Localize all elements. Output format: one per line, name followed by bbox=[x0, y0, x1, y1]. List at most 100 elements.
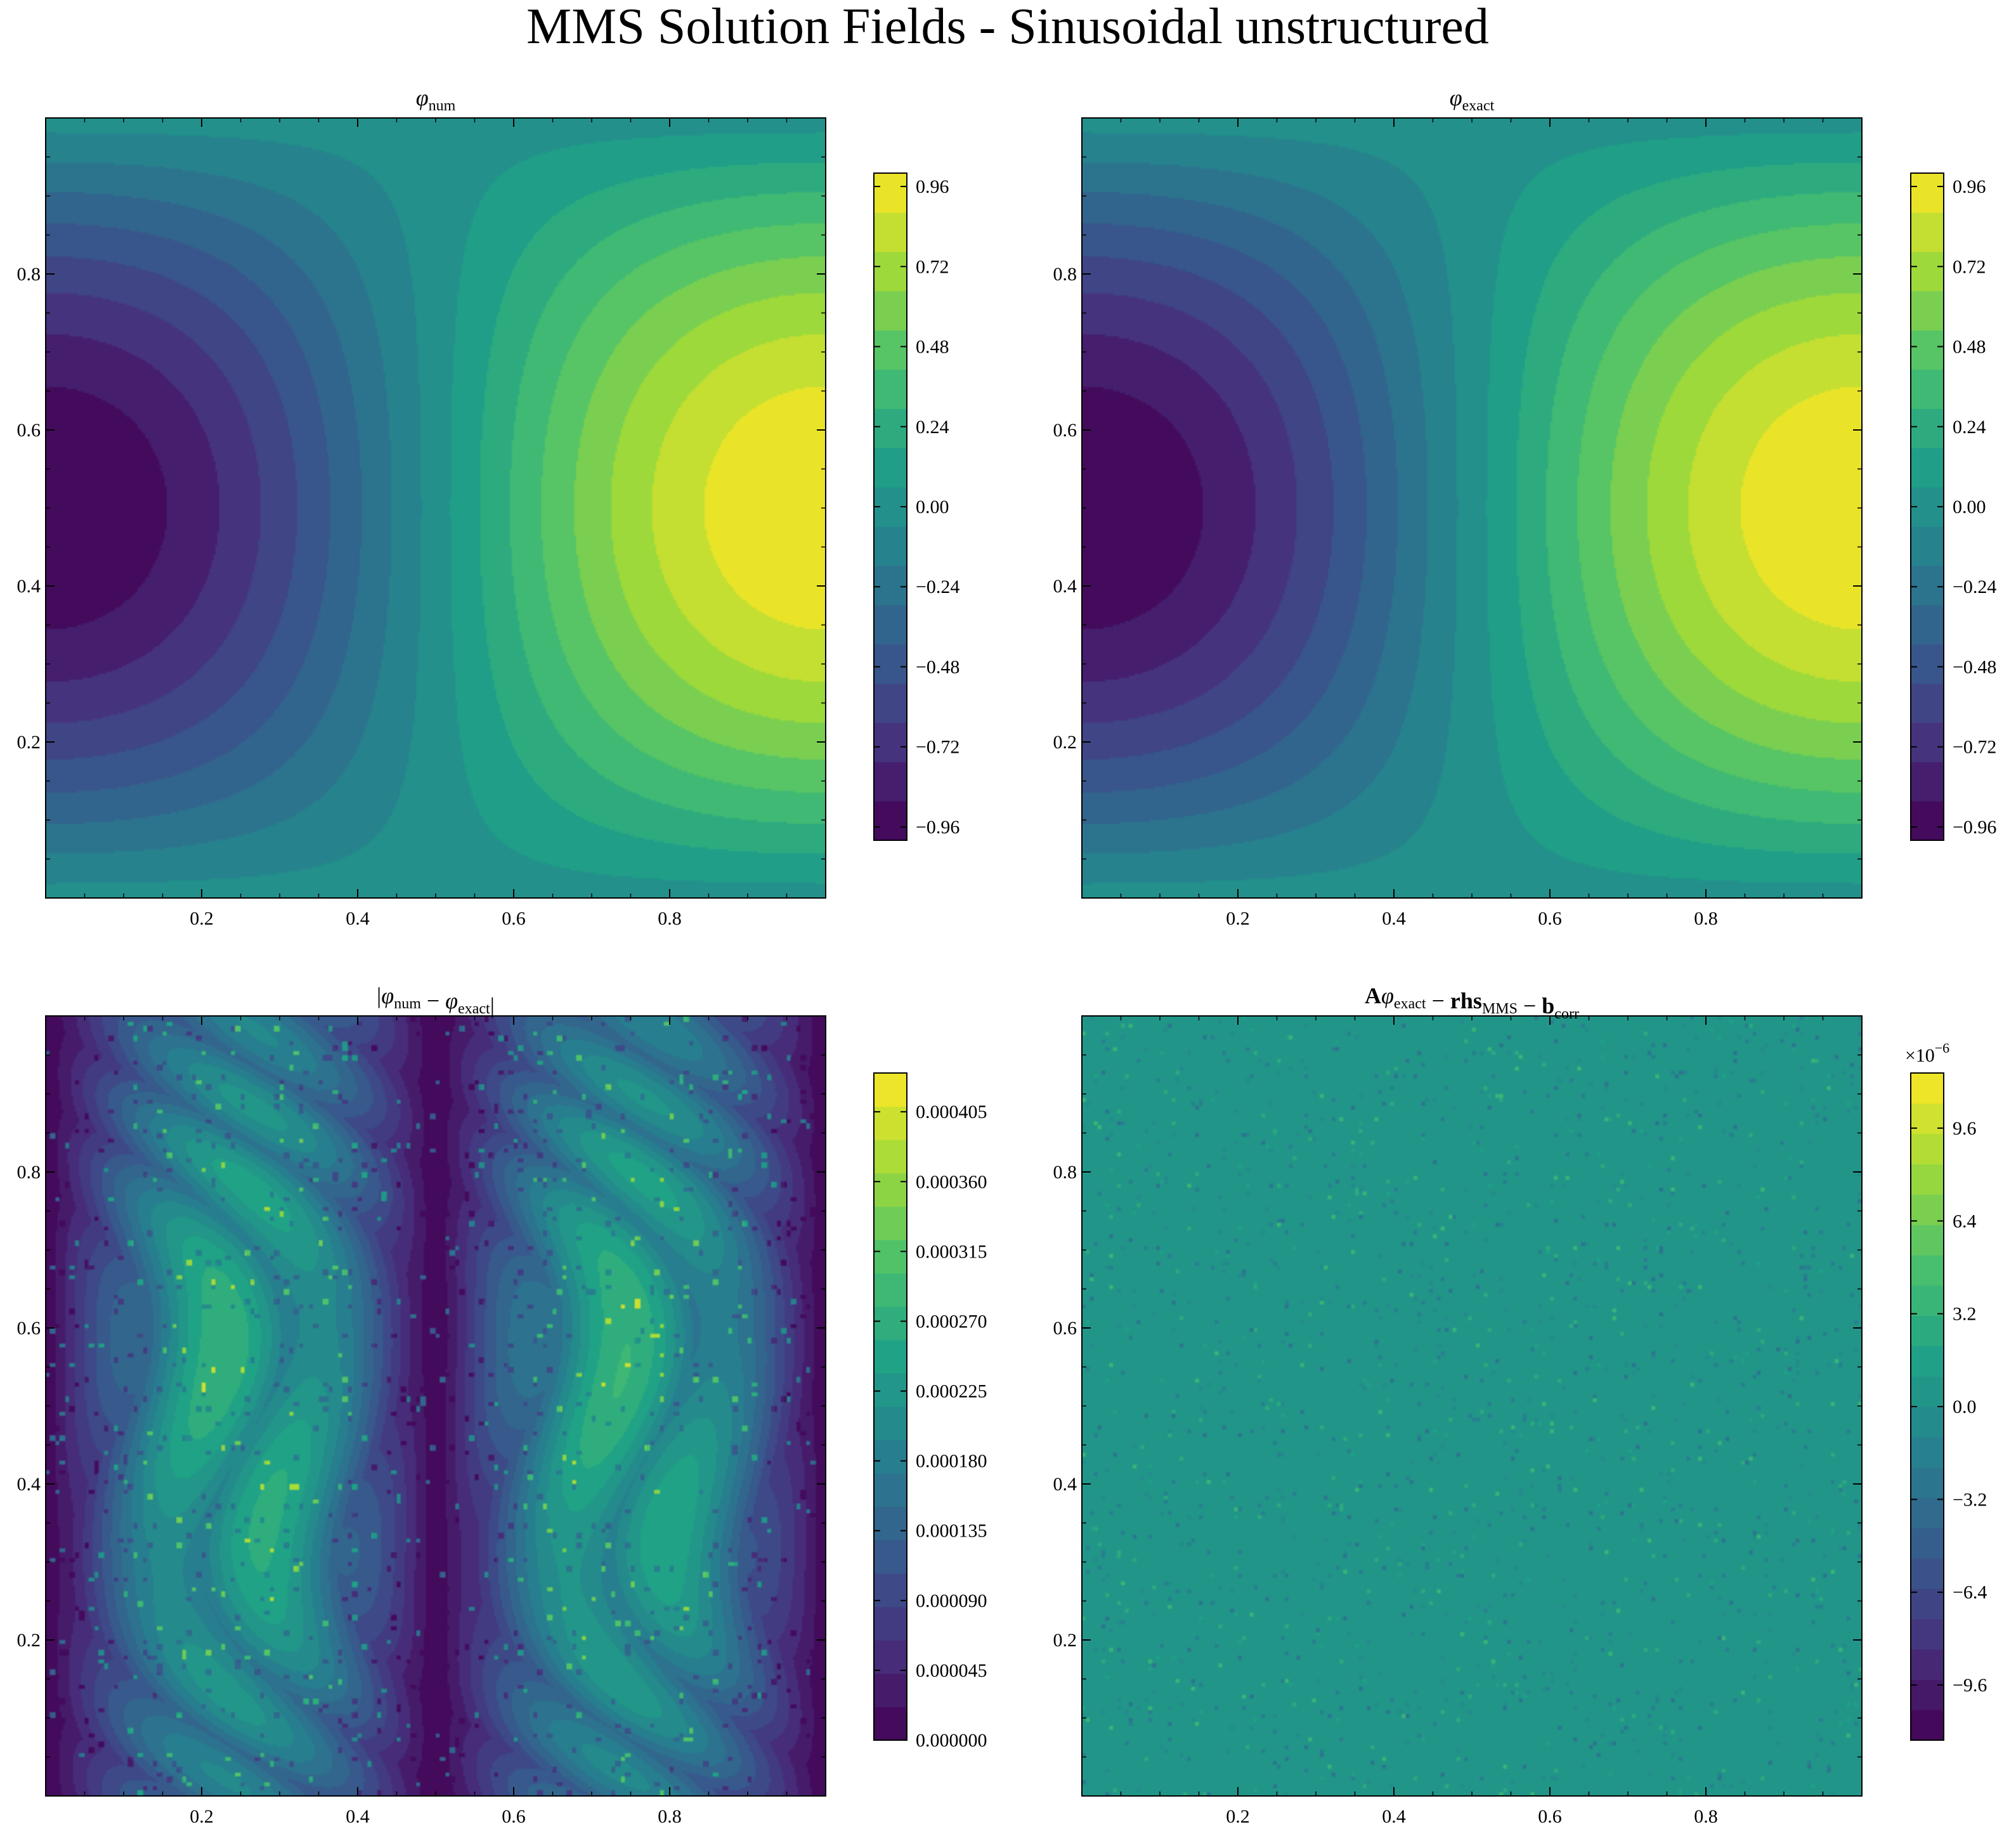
colorbar-tick-label: 0.000090 bbox=[916, 1590, 987, 1611]
colorbar-tick-label: 0.00 bbox=[916, 497, 949, 517]
colorbar-level bbox=[1911, 290, 1944, 331]
y-tick-label: 0.4 bbox=[1053, 576, 1077, 597]
colorbar-level bbox=[1911, 762, 1944, 802]
x-tick-label: 0.8 bbox=[1694, 1806, 1718, 1827]
colorbar-level bbox=[874, 1707, 907, 1741]
colorbar-level bbox=[1911, 1133, 1944, 1165]
x-tick-label: 0.2 bbox=[1226, 1806, 1250, 1827]
colorbar-tick-label: 0.72 bbox=[916, 256, 949, 277]
colorbar-level bbox=[1911, 1254, 1944, 1286]
colorbar-tick-label: 0.000270 bbox=[916, 1311, 987, 1332]
colorbar-tick-label: −3.2 bbox=[1953, 1489, 1987, 1510]
x-tick-label: 0.8 bbox=[658, 908, 682, 929]
colorbar-tick-label: 0.24 bbox=[916, 417, 949, 438]
colorbar-level bbox=[1911, 1407, 1944, 1438]
colorbar-level bbox=[1911, 604, 1944, 645]
x-tick-label: 0.4 bbox=[346, 1806, 370, 1827]
x-tick-label: 0.6 bbox=[1538, 1806, 1562, 1827]
colorbar-3: −9.6 −6.4 −3.2 0.0 3.2 6.4 9.6 ×10−6 bbox=[1905, 1040, 1987, 1741]
colorbar-level bbox=[1911, 1679, 1944, 1710]
colorbar-level bbox=[1911, 1528, 1944, 1559]
colorbar-level bbox=[874, 644, 907, 684]
colorbar-tick-label: 0.48 bbox=[916, 337, 949, 358]
colorbar-level bbox=[874, 1173, 907, 1207]
y-tick-label: 0.8 bbox=[17, 1162, 41, 1183]
colorbar-level bbox=[1911, 1285, 1944, 1317]
colorbar-tick-label: −0.24 bbox=[1953, 576, 1996, 597]
colorbar-level bbox=[874, 801, 907, 841]
colorbar-level bbox=[1911, 1073, 1944, 1104]
colorbar-tick-label: 0.000000 bbox=[916, 1730, 987, 1751]
y-tick-label: 0.6 bbox=[1053, 1318, 1077, 1339]
colorbar-tick-label: 0.000045 bbox=[916, 1660, 987, 1681]
panel-1: φexact 0.2 0.4 0.6 0.8 0.2 0.4 0.6 0.8 −0.96 −0.72… bbox=[1053, 85, 1997, 929]
colorbar-level bbox=[1911, 1315, 1944, 1346]
colorbar-level bbox=[874, 1506, 907, 1540]
colorbar-level bbox=[1911, 1436, 1944, 1468]
colorbar-level bbox=[1911, 1649, 1944, 1680]
colorbar-tick-label: 0.48 bbox=[1953, 337, 1986, 358]
colorbar-level bbox=[874, 1673, 907, 1707]
colorbar-level bbox=[874, 290, 907, 331]
colorbar-tick-label: −0.72 bbox=[1953, 737, 1996, 758]
colorbar-tick-label: 0.96 bbox=[916, 176, 949, 197]
colorbar-tick-label: 3.2 bbox=[1953, 1304, 1977, 1325]
colorbar-tick-label: 6.4 bbox=[1953, 1211, 1977, 1232]
colorbar-frame bbox=[873, 1072, 907, 1741]
colorbar-level bbox=[874, 1473, 907, 1507]
y-tick-label: 0.6 bbox=[17, 1318, 41, 1339]
colorbar-tick-label: 0.24 bbox=[1953, 417, 1986, 438]
colorbar-level bbox=[874, 1606, 907, 1641]
y-tick-label: 0.4 bbox=[17, 1474, 41, 1495]
x-tick-label: 0.6 bbox=[1538, 908, 1562, 929]
colorbar-tick-label: −0.96 bbox=[1953, 817, 1996, 838]
x-tick-label: 0.6 bbox=[502, 1806, 526, 1827]
y-tick-label: 0.8 bbox=[1053, 1162, 1077, 1183]
colorbar-level bbox=[1911, 330, 1944, 370]
colorbar-level bbox=[874, 683, 907, 723]
colorbar-level bbox=[1911, 565, 1944, 606]
y-tick-label: 0.4 bbox=[17, 576, 41, 597]
x-tick-label: 0.4 bbox=[346, 908, 370, 929]
colorbar-level bbox=[874, 762, 907, 802]
colorbar-level bbox=[874, 330, 907, 370]
colorbar-tick-label: 0.00 bbox=[1953, 497, 1986, 517]
panel-title-1: φexact bbox=[1450, 85, 1495, 114]
colorbar-level bbox=[874, 1140, 907, 1174]
colorbar-level bbox=[874, 408, 907, 448]
y-tick-label: 0.2 bbox=[17, 1630, 41, 1651]
figure-title: MMS Solution Fields - Sinusoidal unstruc… bbox=[526, 0, 1489, 55]
colorbar-level bbox=[874, 1339, 907, 1374]
x-tick-label: 0.2 bbox=[190, 908, 214, 929]
colorbar-level bbox=[1911, 173, 1944, 213]
colorbar-level bbox=[874, 251, 907, 292]
colorbar-level bbox=[1911, 1497, 1944, 1528]
colorbar-0: −0.96 −0.72 −0.48 −0.24 0.00 0.24 0.48 0.72 0.96 bbox=[873, 172, 959, 841]
panel-title-2: |φnum − φexact| bbox=[377, 983, 495, 1018]
panel-2: |φnum − φexact| 0.2 0.4 0.6 0.8 0.2 0.4 0.6 0.8 0… bbox=[17, 983, 987, 1827]
x-tick-label: 0.4 bbox=[1382, 1806, 1406, 1827]
colorbar-level bbox=[874, 212, 907, 252]
y-tick-label: 0.2 bbox=[1053, 732, 1077, 753]
x-tick-label: 0.8 bbox=[658, 1806, 682, 1827]
colorbar-level bbox=[1911, 722, 1944, 762]
colorbar-level bbox=[874, 565, 907, 606]
heatmap-image-3 bbox=[1082, 1016, 1862, 1796]
y-tick-label: 0.6 bbox=[17, 420, 41, 441]
colorbar-level bbox=[874, 448, 907, 488]
y-tick-label: 0.2 bbox=[1053, 1630, 1077, 1651]
colorbar-level bbox=[1911, 644, 1944, 684]
x-tick-label: 0.2 bbox=[190, 1806, 214, 1827]
y-tick-label: 0.8 bbox=[17, 264, 41, 285]
colorbar-level bbox=[874, 173, 907, 213]
y-tick-label: 0.2 bbox=[17, 732, 41, 753]
x-tick-label: 0.2 bbox=[1226, 908, 1250, 929]
colorbar-tick-label: 0.000225 bbox=[916, 1381, 987, 1402]
colorbar-level bbox=[1911, 683, 1944, 723]
colorbar-level bbox=[1911, 369, 1944, 409]
colorbar-level bbox=[874, 1573, 907, 1608]
colorbar-tick-label: 0.000135 bbox=[916, 1521, 987, 1542]
x-tick-label: 0.6 bbox=[502, 908, 526, 929]
colorbar-tick-label: −0.48 bbox=[916, 656, 959, 677]
